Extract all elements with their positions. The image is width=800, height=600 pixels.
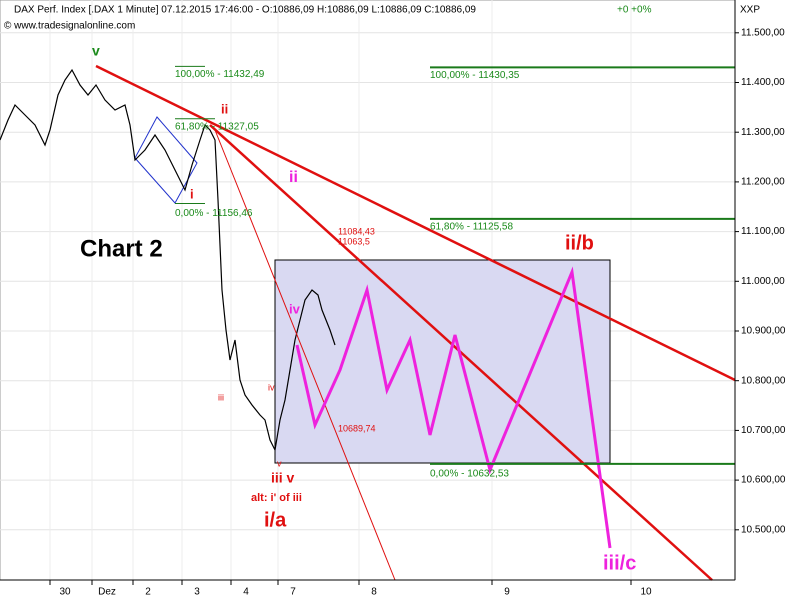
x-tick-label: Dez bbox=[98, 587, 116, 598]
annotation: v bbox=[92, 43, 100, 59]
x-tick-label: 3 bbox=[194, 587, 200, 598]
y-tick-label: 10.800,00 bbox=[741, 375, 786, 386]
x-tick-label: 4 bbox=[243, 587, 249, 598]
annotation: ii/b bbox=[565, 232, 594, 254]
header-title: DAX Perf. Index [.DAX 1 Minute] 07.12.20… bbox=[14, 5, 476, 16]
fib-levels: 100,00% - 11432,49 61,80% - 11327,05 0,00%… bbox=[175, 65, 735, 480]
fib-label: 100,00% - 11432,49 bbox=[175, 69, 265, 80]
annotation: v bbox=[277, 458, 282, 468]
x-tick-label: 7 bbox=[290, 587, 296, 598]
annotation: alt: i' of iii bbox=[251, 492, 302, 504]
y-tick-label: 11.000,00 bbox=[741, 276, 785, 287]
x-tick-label: 10 bbox=[640, 587, 652, 598]
annotation: i/a bbox=[264, 509, 287, 531]
annotation: ii bbox=[289, 169, 298, 186]
annotation: 11063,5 bbox=[338, 236, 370, 246]
annotation: i bbox=[190, 186, 194, 201]
annotation: iii bbox=[218, 392, 224, 402]
annotation: Chart 2 bbox=[80, 235, 163, 262]
y-tick-label: 10.700,00 bbox=[741, 425, 786, 436]
annotation: ii bbox=[221, 101, 228, 116]
channel bbox=[134, 116, 198, 204]
header-change: +0 +0% bbox=[617, 5, 652, 16]
y-tick-label: 11.100,00 bbox=[741, 226, 785, 237]
annotation: iii/c bbox=[603, 552, 636, 574]
y-tick-label: 10.600,00 bbox=[741, 475, 786, 486]
annotation: iii v bbox=[271, 470, 295, 486]
trendline bbox=[214, 129, 396, 581]
price-line bbox=[0, 68, 336, 452]
x-tick-label: 8 bbox=[371, 587, 377, 598]
y-tick-label: 10.500,00 bbox=[741, 524, 786, 535]
fib-label: 0,00% - 10632,53 bbox=[430, 469, 509, 480]
forecast-path bbox=[295, 266, 612, 549]
x-tick-label: 9 bbox=[504, 587, 510, 598]
fib-label: 61,80% - 11125,58 bbox=[430, 222, 513, 233]
y-tick-label: 11.200,00 bbox=[741, 177, 785, 188]
source: © www.tradesignalonline.com bbox=[4, 21, 135, 32]
annotation: 11084,43 bbox=[338, 226, 375, 236]
y-tick-label: 10.900,00 bbox=[741, 326, 786, 337]
grid bbox=[0, 0, 735, 580]
annotation: 10689,74 bbox=[338, 423, 376, 433]
y-tick-label: 11.300,00 bbox=[741, 127, 785, 138]
axis-label: XXP bbox=[740, 5, 760, 16]
target-box bbox=[274, 259, 611, 464]
annotation: iv bbox=[289, 301, 301, 316]
y-tick-label: 11.400,00 bbox=[741, 77, 785, 88]
annotation: iv bbox=[268, 382, 275, 392]
fib-label: 61,80% - 11327,05 bbox=[175, 121, 259, 132]
fib-label: 0,00% - 11156,46 bbox=[175, 208, 253, 219]
x-tick-label: 2 bbox=[145, 587, 151, 598]
y-tick-label: 11.500,00 bbox=[741, 27, 785, 38]
x-tick-label: 30 bbox=[59, 587, 71, 598]
fib-label: 100,00% - 11430,35 bbox=[430, 70, 520, 81]
